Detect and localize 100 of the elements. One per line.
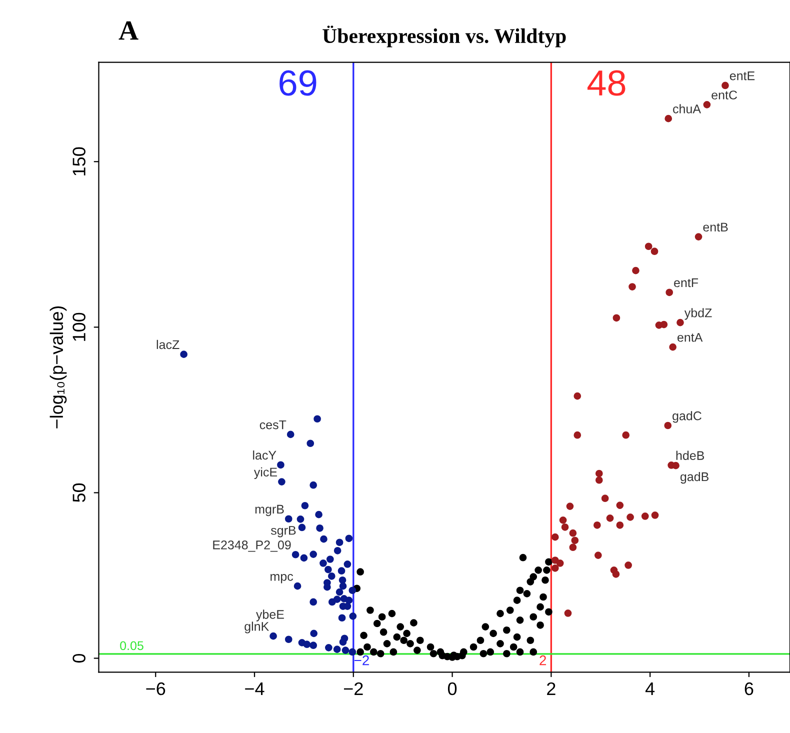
x-tick-label: 2 — [547, 682, 556, 695]
point — [301, 502, 309, 510]
point — [310, 630, 318, 638]
point — [315, 510, 322, 518]
point — [333, 646, 341, 653]
annotation: cesT — [260, 420, 286, 430]
point — [300, 554, 308, 562]
x-tick-label: −4 — [245, 682, 264, 695]
point — [344, 560, 352, 568]
point — [339, 582, 347, 590]
point — [326, 556, 334, 563]
point — [606, 514, 614, 522]
point — [664, 114, 672, 122]
point — [564, 610, 572, 617]
point — [601, 494, 609, 502]
x-tick-label: −6 — [146, 682, 166, 696]
annotation: entA — [678, 333, 703, 342]
point — [284, 515, 292, 523]
point — [349, 612, 357, 620]
point — [672, 462, 680, 470]
point — [342, 646, 350, 654]
point — [551, 533, 559, 541]
point — [569, 529, 577, 537]
y-tick-label: 0 — [72, 654, 86, 663]
point — [284, 636, 292, 644]
point — [676, 318, 684, 326]
annotation: hdeB — [676, 450, 704, 460]
point — [694, 233, 702, 240]
point — [722, 82, 729, 90]
point — [334, 546, 342, 554]
point — [632, 266, 640, 274]
annotation: mpc — [270, 574, 294, 584]
point — [624, 562, 632, 569]
annotation: ybeE — [256, 610, 284, 622]
ref-line-label: −2 — [354, 655, 369, 666]
point — [339, 638, 347, 646]
annotation: gadC — [672, 411, 702, 423]
y-axis-title: −log₁₀(p−value) — [50, 306, 67, 428]
point — [345, 596, 353, 604]
point — [593, 521, 601, 529]
point — [703, 101, 711, 108]
point — [641, 512, 649, 520]
point — [320, 560, 327, 567]
annotation: entF — [674, 278, 698, 288]
point — [328, 572, 336, 580]
point — [270, 632, 277, 640]
point — [566, 502, 574, 510]
point — [644, 242, 652, 250]
point — [294, 582, 302, 590]
point — [561, 523, 569, 531]
annotation: sgrB — [270, 526, 296, 538]
point — [345, 534, 353, 542]
annotation: chuA — [673, 104, 701, 114]
x-tick-label: 0 — [448, 682, 457, 696]
point — [277, 461, 284, 469]
point — [348, 586, 356, 594]
point — [666, 288, 674, 296]
point — [551, 564, 559, 572]
point — [348, 648, 356, 656]
point — [320, 535, 328, 543]
annotation: 69 — [280, 70, 316, 96]
point — [296, 516, 304, 523]
point — [574, 431, 582, 439]
chart-title: Überexpression vs. Wildtyp — [322, 26, 566, 48]
point — [338, 576, 346, 584]
annotation: 0.05 — [120, 641, 144, 650]
point — [595, 476, 603, 484]
point — [336, 538, 344, 546]
point — [336, 588, 344, 596]
annotation: 48 — [587, 70, 626, 96]
point — [664, 422, 672, 430]
point — [333, 596, 341, 603]
point — [669, 343, 676, 351]
point — [551, 556, 559, 564]
point — [612, 570, 620, 578]
point — [298, 524, 306, 532]
point — [595, 470, 603, 478]
point — [316, 524, 324, 532]
ref-line-label: 2 — [540, 655, 546, 666]
point — [574, 392, 582, 400]
annotation: entC — [712, 90, 738, 100]
annotation: glnK — [244, 622, 269, 634]
point — [626, 514, 634, 521]
annotation: mgrB — [255, 504, 284, 516]
y-tick-label: 50 — [72, 483, 86, 502]
annotation: entB — [703, 222, 728, 232]
point — [292, 550, 300, 558]
point — [569, 544, 577, 552]
point — [310, 481, 318, 489]
point — [306, 440, 314, 448]
point — [310, 642, 318, 650]
point — [303, 640, 311, 648]
annotation: ybdZ — [684, 308, 712, 320]
point — [651, 512, 659, 519]
annotation: lacZ — [156, 340, 180, 350]
annotation: lacY — [253, 450, 276, 460]
point — [338, 614, 346, 622]
x-tick-label: 6 — [744, 682, 754, 696]
point — [338, 567, 346, 575]
point — [594, 552, 602, 559]
